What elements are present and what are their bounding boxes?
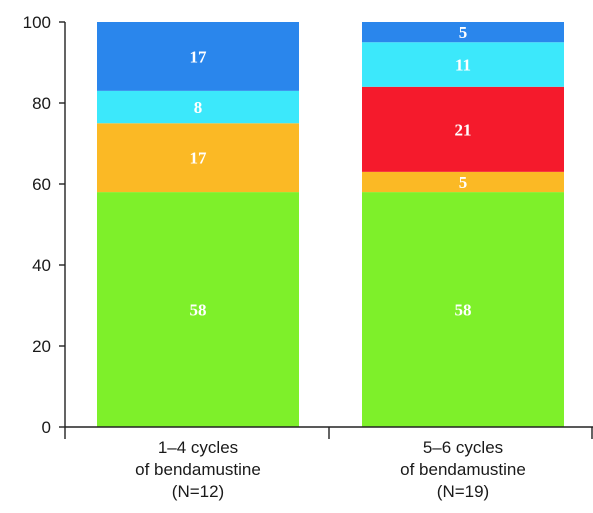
bar-segment [362,86,564,172]
bar-segment [97,192,299,427]
bar-segment [362,192,564,427]
data-label: 5 [459,173,468,192]
y-tick-label: 100 [23,13,51,32]
y-tick-label: 0 [42,418,51,437]
x-category-label: 1–4 cycles [158,438,238,457]
data-label: 5 [459,23,468,42]
bar-segment [362,171,564,193]
bar-segment [97,123,299,193]
y-axis: 0 20 40 60 80 100 [23,13,66,439]
x-axis: 1–4 cycles of bendamustine (N=12) 5–6 cycle… [65,426,593,501]
x-category-label: (N=19) [437,482,489,501]
y-tick-label: 80 [32,94,51,113]
data-label: 21 [455,120,472,139]
y-tick-label: 40 [32,256,51,275]
data-label: 17 [190,47,208,66]
data-label: 17 [190,149,208,168]
bar-segment [362,22,564,43]
x-category-label: of bendamustine [400,460,526,479]
x-category-label: (N=12) [172,482,224,501]
data-label: 11 [455,56,471,75]
data-label: 58 [190,301,207,320]
x-category-label: of bendamustine [135,460,261,479]
x-category-label: 5–6 cycles [423,438,503,457]
y-tick-label: 60 [32,175,51,194]
bar-stacks: 58 17 8 17 58 5 21 11 5 [97,22,564,427]
bar-segment [97,22,299,91]
y-tick-label: 20 [32,337,51,356]
bar-segment [362,42,564,87]
data-label: 58 [455,301,472,320]
bar-segment [97,90,299,124]
data-label: 8 [194,98,203,117]
